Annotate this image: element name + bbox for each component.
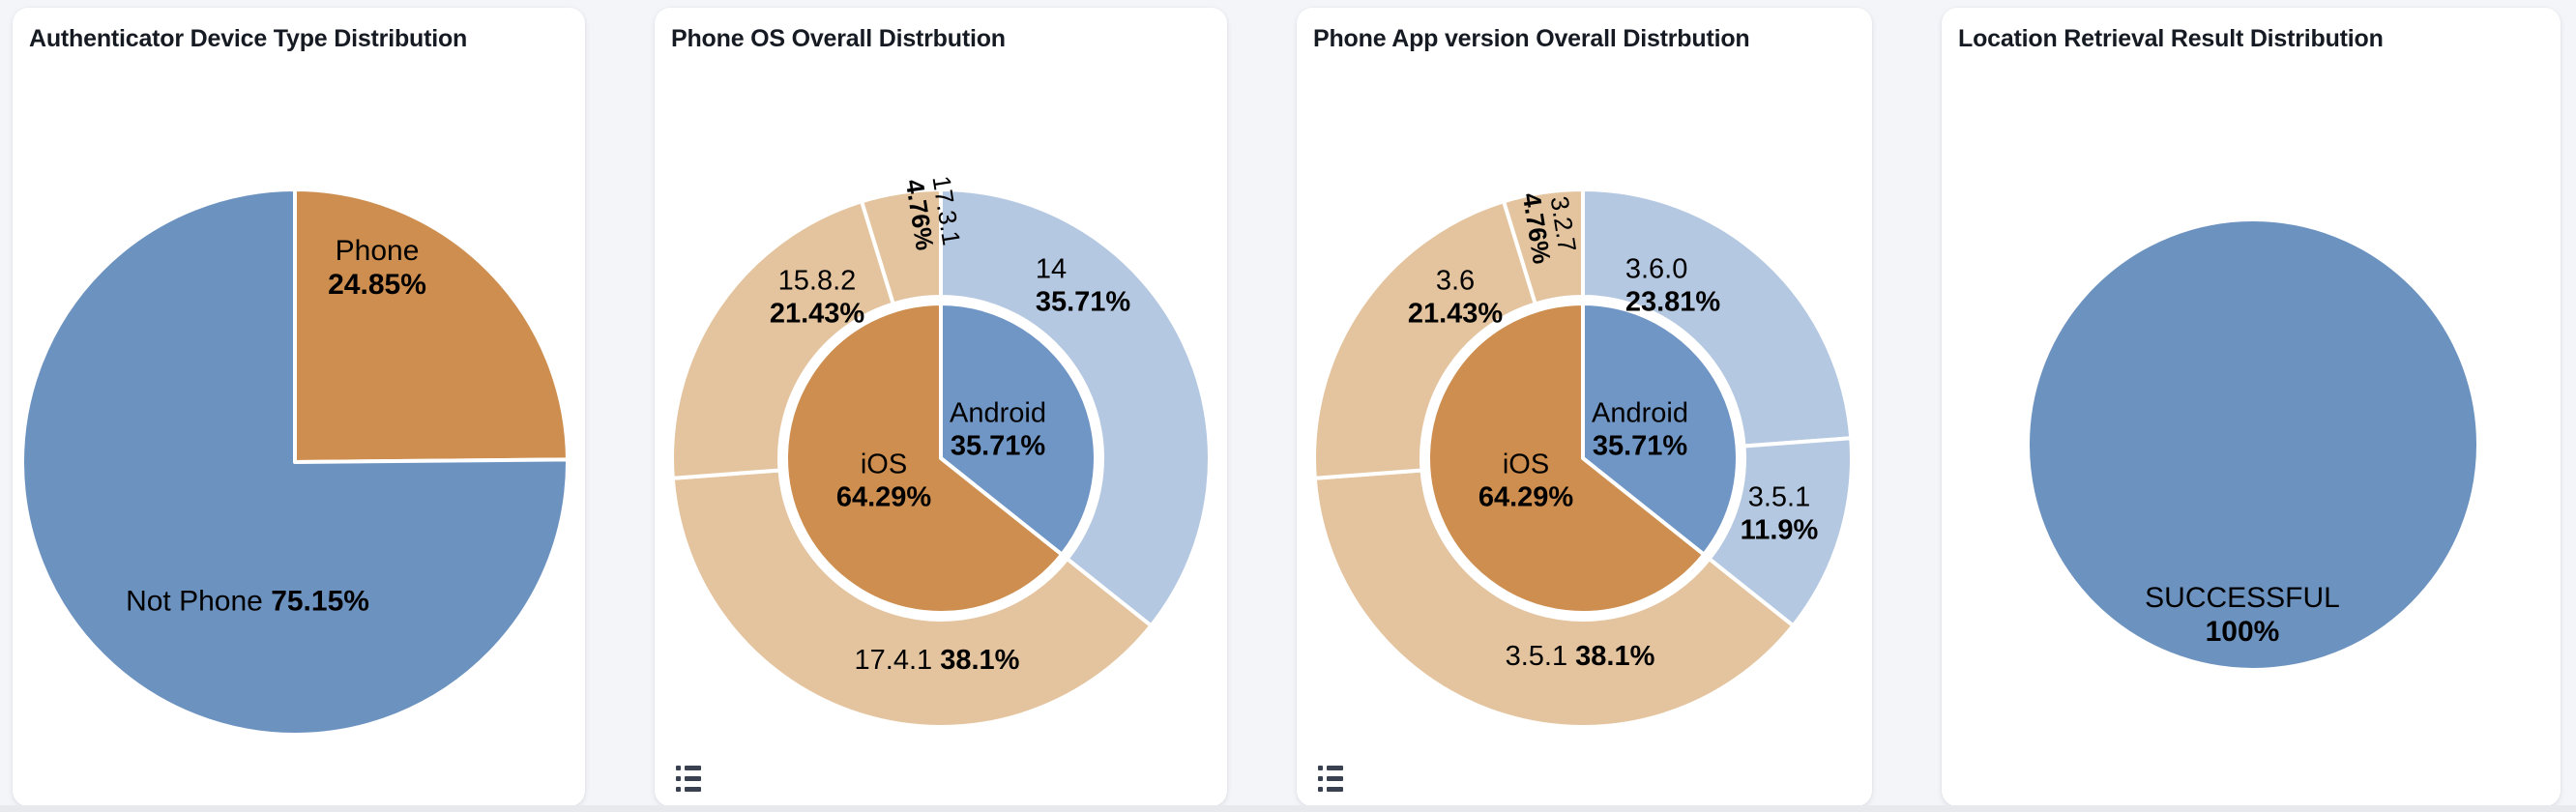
outer-slice-3-3-6[interactable]	[1312, 199, 1537, 480]
slice-label-android: Android 35.71%	[950, 397, 1046, 461]
slice-label-15-8-2: 15.8.2 21.43%	[769, 265, 865, 329]
slice-label-14: 14 35.71%	[1035, 253, 1131, 317]
legend-toggle-button[interactable]	[1316, 762, 1349, 795]
slice-label-phone: Phone 24.85%	[328, 235, 426, 301]
pie-slice-0-successful[interactable]	[2026, 218, 2480, 672]
inner-slice-1-ios[interactable]	[1426, 302, 1707, 615]
slice-label-3-5-1: 3.5.1 38.1%	[1505, 641, 1655, 673]
slice-label-3-5-1: 3.5.1 11.9%	[1740, 481, 1819, 545]
inner-slice-0-android[interactable]	[1581, 302, 1740, 557]
outer-slice-0-14[interactable]	[939, 188, 1212, 628]
sunburst-chart-phone-os: Android 35.71% iOS 64.29% 14 35.71% 17.4.1 38.…	[655, 8, 1227, 806]
pie-chart-device-type: Phone 24.85% Not Phone 75.15%	[13, 8, 585, 806]
card-phone-os-distribution: Phone OS Overall Distrbution Android 35.7…	[655, 8, 1227, 806]
card-title: Phone App version Overall Distrbution	[1313, 25, 1750, 52]
list-icon	[1318, 765, 1343, 792]
slice-label-3-2-7: 3.2.7 4.76%	[1516, 190, 1583, 266]
slice-label-3-6: 3.6 21.43%	[1407, 265, 1504, 329]
outer-slice-2-15-8-2[interactable]	[670, 199, 895, 480]
sunburst-chart-app-version: Android 35.71% iOS 64.29% 3.6.0 23.81% 3.5.1 11…	[1297, 8, 1872, 806]
card-phone-app-version-distribution: Phone App version Overall Distrbution An…	[1297, 8, 1872, 806]
slice-label-17-3-1: 17.3.1 4.76%	[899, 173, 967, 252]
legend-toggle-button[interactable]	[674, 762, 707, 795]
pie-slice-0-phone[interactable]	[293, 188, 570, 464]
outer-slice-3-17-3-1[interactable]	[860, 188, 943, 306]
slice-label-ios: iOS 64.29%	[835, 449, 932, 512]
slice-label-successful: SUCCESSFUL 100%	[2145, 582, 2340, 648]
card-title: Location Retrieval Result Distribution	[1958, 25, 2384, 52]
card-row: Authenticator Device Type Distribution P…	[13, 8, 2561, 806]
inner-slice-1-ios[interactable]	[784, 302, 1065, 615]
card-title: Authenticator Device Type Distribution	[29, 25, 468, 52]
inner-slice-0-android[interactable]	[939, 302, 1098, 557]
slice-label-android: Android 35.71%	[1592, 397, 1688, 461]
outer-slice-2-3-5-1[interactable]	[1312, 468, 1796, 729]
pie-chart-location-result: SUCCESSFUL 100%	[1942, 8, 2561, 806]
list-icon	[676, 765, 701, 792]
slice-label-ios: iOS 64.29%	[1478, 449, 1574, 512]
outer-slice-4-3-2-7[interactable]	[1502, 188, 1585, 306]
slice-label-not-phone: Not Phone 75.15%	[126, 585, 369, 618]
card-title: Phone OS Overall Distrbution	[671, 25, 1006, 52]
card-authenticator-device-type-distribution: Authenticator Device Type Distribution P…	[13, 8, 585, 806]
pie-slice-1-not-phone[interactable]	[20, 188, 570, 737]
slice-label-3-6-0: 3.6.0 23.81%	[1625, 253, 1721, 317]
card-location-retrieval-result-distribution: Location Retrieval Result Distribution S…	[1942, 8, 2561, 806]
page-bottom-strip	[0, 805, 2576, 812]
slice-label-17-4-1: 17.4.1 38.1%	[854, 645, 1020, 677]
outer-slice-0-3-6-0[interactable]	[1581, 188, 1854, 449]
outer-slice-1-17-4-1[interactable]	[670, 468, 1154, 729]
